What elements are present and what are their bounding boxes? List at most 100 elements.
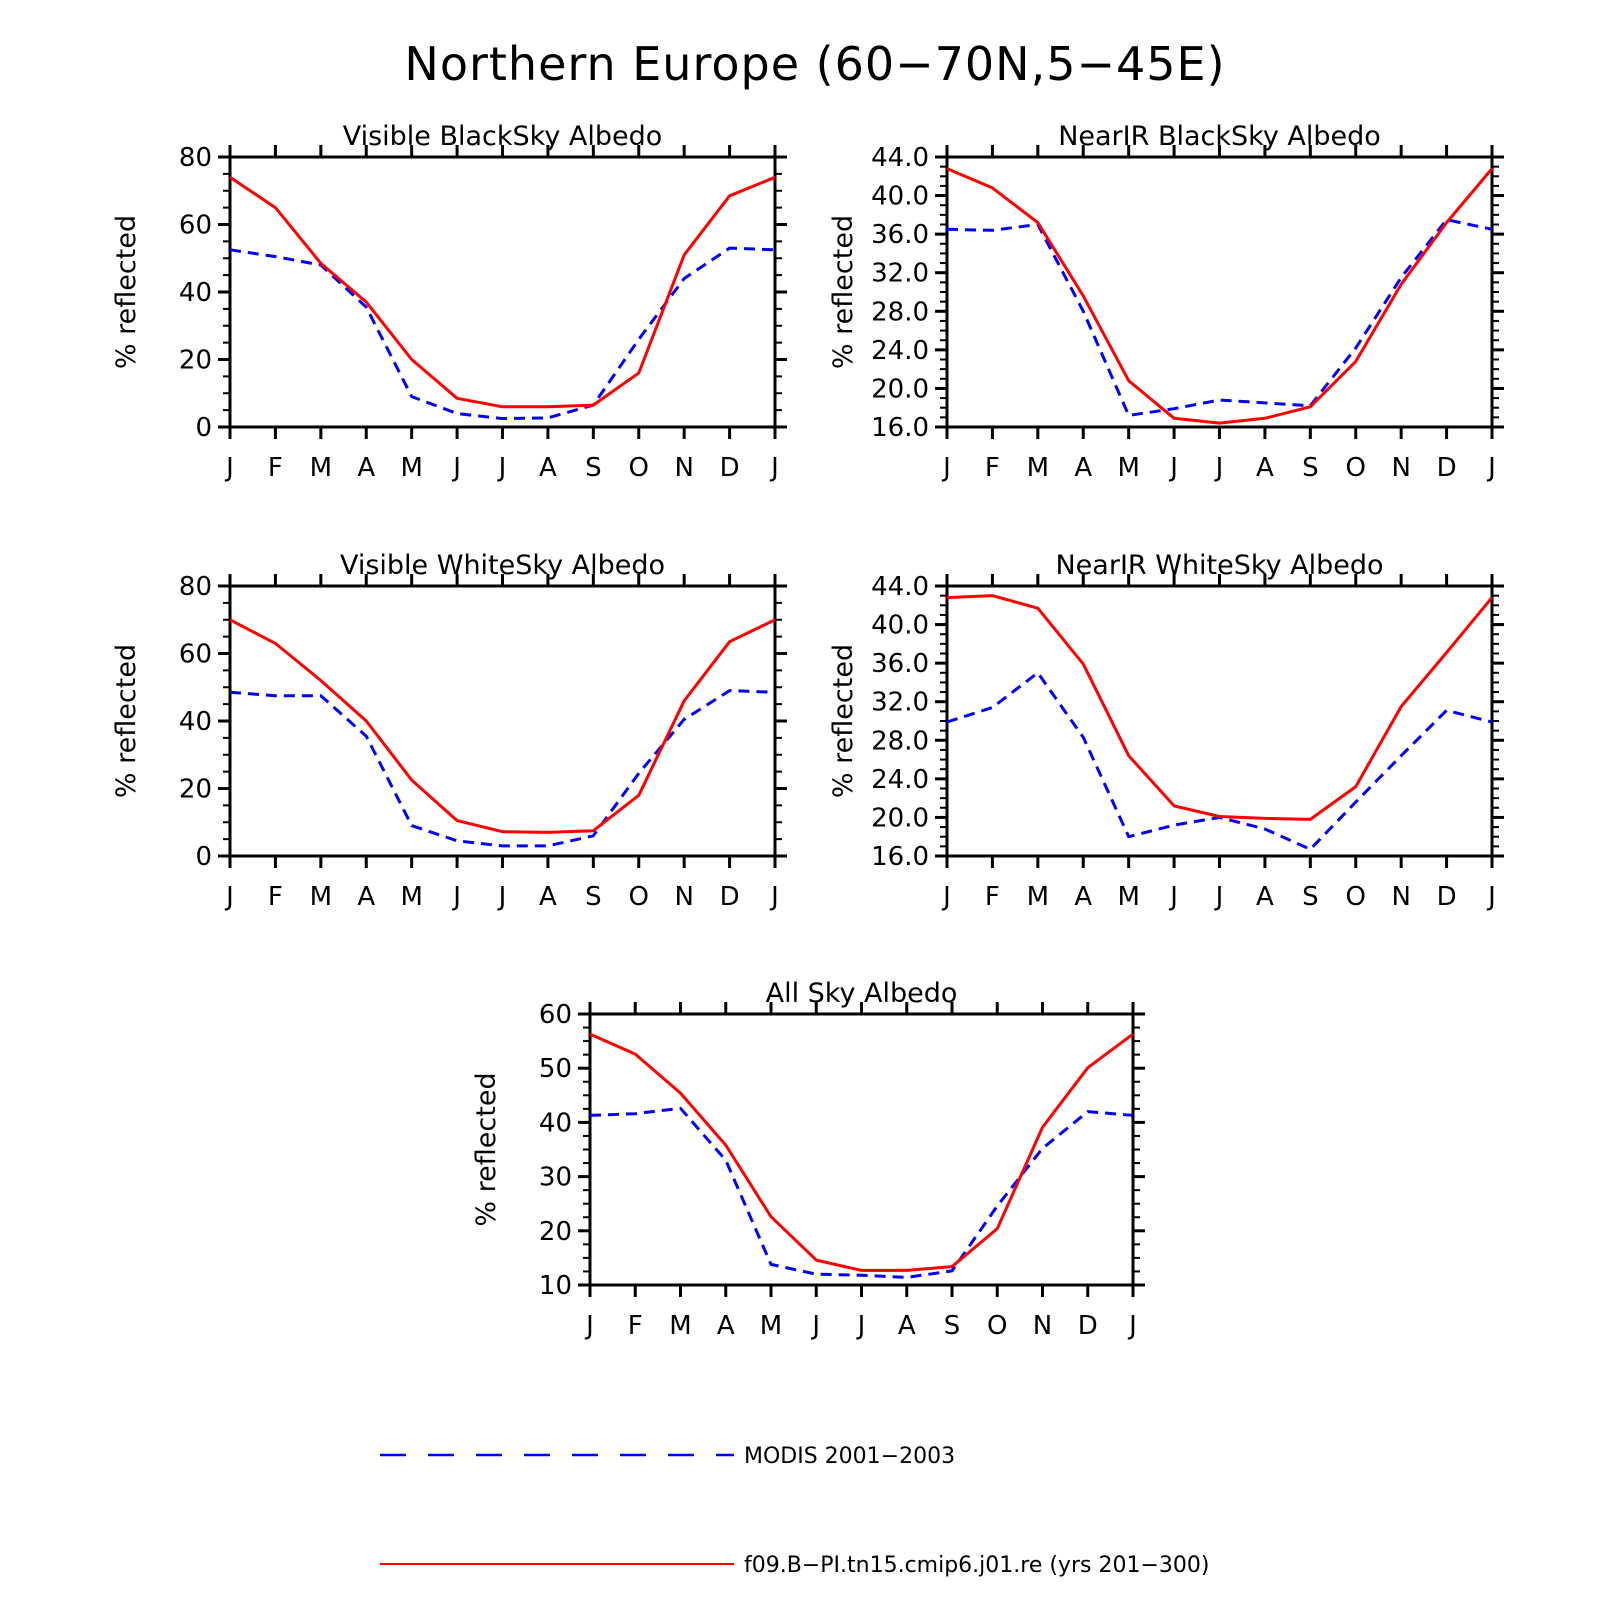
x-tick-label: J (451, 453, 461, 483)
x-tick-label: N (674, 453, 693, 483)
y-tick-label: 24.0 (871, 765, 929, 795)
x-tick-label: J (497, 453, 507, 483)
x-tick-label: M (669, 1311, 691, 1341)
x-tick-label: N (1391, 453, 1410, 483)
y-tick-label: 60 (179, 211, 212, 241)
x-tick-label: S (585, 453, 602, 483)
y-tick-label: 16.0 (871, 413, 929, 443)
x-tick-label: D (720, 882, 740, 912)
series-line-modis (229, 246, 776, 421)
x-tick-label: J (769, 882, 779, 912)
y-tick-label: 40.0 (871, 611, 929, 641)
x-tick-label: F (268, 453, 283, 483)
x-tick-label: J (810, 1311, 820, 1341)
y-tick-label: 20 (179, 346, 212, 376)
panel-2: NearIR BlackSky Albedo16.020.024.028.032… (828, 121, 1504, 483)
x-tick-label: J (224, 453, 234, 483)
x-tick-label: M (760, 1311, 782, 1341)
x-tick-label: D (1078, 1311, 1098, 1341)
x-tick-label: M (310, 453, 332, 483)
y-tick-label: 36.0 (871, 649, 929, 679)
y-axis-label: % reflected (828, 644, 859, 798)
x-tick-label: S (1302, 882, 1319, 912)
y-tick-label: 30 (539, 1163, 572, 1193)
x-tick-label: J (769, 453, 779, 483)
y-axis-label: % reflected (111, 644, 142, 798)
y-tick-label: 44.0 (871, 572, 929, 602)
x-tick-label: A (539, 882, 557, 912)
y-axis-label: % reflected (111, 215, 142, 369)
y-tick-label: 60 (179, 640, 212, 670)
series-line-modis (229, 689, 776, 848)
x-tick-label: M (1117, 453, 1139, 483)
x-tick-label: A (357, 453, 375, 483)
y-tick-label: 50 (539, 1054, 572, 1084)
y-tick-label: 20.0 (871, 374, 929, 404)
y-tick-label: 40 (179, 278, 212, 308)
x-tick-label: F (985, 882, 1000, 912)
x-tick-label: N (674, 882, 693, 912)
x-tick-label: M (400, 453, 422, 483)
x-tick-label: A (1256, 882, 1274, 912)
series-line-model (229, 618, 776, 834)
series-line-modis (589, 1106, 1134, 1279)
series-line-model (229, 175, 776, 409)
y-tick-label: 60 (539, 1000, 572, 1030)
x-tick-label: M (310, 882, 332, 912)
x-tick-label: F (628, 1311, 643, 1341)
y-tick-label: 0 (195, 413, 212, 443)
panel-4: NearIR WhiteSky Albedo16.020.024.028.032… (828, 550, 1504, 912)
y-tick-label: 40.0 (871, 182, 929, 212)
x-tick-label: M (400, 882, 422, 912)
x-tick-label: J (856, 1311, 866, 1341)
y-tick-label: 10 (539, 1271, 572, 1301)
x-tick-label: N (1391, 882, 1410, 912)
y-tick-label: 80 (179, 572, 212, 602)
x-tick-label: O (629, 882, 649, 912)
x-tick-label: A (1256, 453, 1274, 483)
y-tick-label: 40 (179, 707, 212, 737)
x-tick-label: M (1117, 882, 1139, 912)
y-axis-label: % reflected (828, 215, 859, 369)
x-tick-label: J (224, 882, 234, 912)
series-line-modis (946, 671, 1493, 851)
y-tick-label: 28.0 (871, 726, 929, 756)
x-tick-label: D (1437, 882, 1457, 912)
y-tick-label: 40 (539, 1108, 572, 1138)
y-tick-label: 16.0 (871, 842, 929, 872)
x-tick-label: J (451, 882, 461, 912)
y-tick-label: 32.0 (871, 259, 929, 289)
y-tick-label: 32.0 (871, 688, 929, 718)
x-tick-label: A (717, 1311, 735, 1341)
x-tick-label: A (1074, 453, 1092, 483)
series-line-model (946, 594, 1494, 821)
y-tick-label: 80 (179, 143, 212, 173)
plot-frame (228, 584, 777, 858)
y-tick-label: 20 (539, 1217, 572, 1247)
x-tick-label: A (357, 882, 375, 912)
x-tick-label: J (1214, 453, 1224, 483)
x-tick-label: O (987, 1311, 1007, 1341)
x-tick-label: F (985, 453, 1000, 483)
x-tick-label: O (1346, 882, 1366, 912)
x-tick-label: A (1074, 882, 1092, 912)
x-tick-label: N (1033, 1311, 1052, 1341)
y-tick-label: 28.0 (871, 297, 929, 327)
legend-model-label: f09.B−PI.tn15.cmip6.j01.re (yrs 201−300) (744, 1553, 1209, 1578)
x-tick-label: O (1346, 453, 1366, 483)
y-tick-label: 36.0 (871, 220, 929, 250)
x-tick-label: J (941, 453, 951, 483)
series-line-modis (946, 218, 1493, 417)
plot-frame (588, 1012, 1135, 1287)
figure-title: Northern Europe (60−70N,5−45E) (404, 37, 1225, 91)
x-tick-label: S (944, 1311, 961, 1341)
x-tick-label: A (539, 453, 557, 483)
y-tick-label: 20 (179, 775, 212, 805)
x-tick-label: S (585, 882, 602, 912)
x-tick-label: J (1486, 453, 1496, 483)
